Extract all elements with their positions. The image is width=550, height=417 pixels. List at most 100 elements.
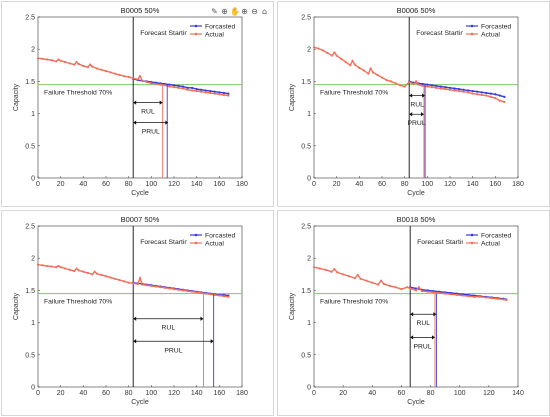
data-point <box>414 80 418 83</box>
data-point <box>365 279 368 282</box>
zoom-in-icon[interactable]: ⊕ <box>241 7 248 16</box>
rul-arrow <box>410 312 437 317</box>
rul-arrow-head-right <box>433 312 437 317</box>
y-tick-label: 1.5 <box>25 288 35 295</box>
data-point <box>68 268 71 271</box>
data-point <box>55 266 58 269</box>
data-point <box>457 88 461 91</box>
data-point <box>191 86 194 89</box>
y-tick-label: 1 <box>307 320 311 327</box>
failure-threshold-label: Failure Threshold 70% <box>44 90 112 97</box>
data-point <box>379 279 383 282</box>
data-point <box>218 93 221 96</box>
data-point <box>467 91 470 94</box>
data-point <box>227 92 230 95</box>
data-point <box>485 91 488 95</box>
x-tick-label: 60 <box>102 181 110 188</box>
rul-arrow-head-left <box>133 100 137 105</box>
x-tick-label: 60 <box>398 390 406 397</box>
data-point <box>471 92 474 95</box>
data-point <box>371 71 375 74</box>
data-point <box>426 85 429 88</box>
forecast-start-label: Forecast Starting Point <box>140 239 209 246</box>
data-point <box>502 298 505 301</box>
y-tick-label: 1 <box>31 111 35 118</box>
data-point <box>145 284 148 287</box>
prul-arrow-head-right <box>165 120 169 125</box>
data-point <box>222 91 225 95</box>
data-point <box>438 291 441 295</box>
data-point <box>439 87 443 90</box>
data-point <box>209 293 212 296</box>
data-point <box>399 84 402 87</box>
x-tick-label: 20 <box>339 390 347 397</box>
legend-swatch-marker <box>470 24 474 28</box>
data-point <box>200 88 203 91</box>
chart-title: B0007 50% <box>121 215 160 224</box>
x-tick-label: 100 <box>454 390 466 397</box>
x-tick-label: 140 <box>467 181 479 188</box>
data-point <box>195 88 198 91</box>
data-point <box>50 59 53 62</box>
data-point <box>89 63 92 66</box>
x-axis-label: Cycle <box>407 399 425 406</box>
data-point <box>362 69 365 72</box>
data-point <box>408 80 411 84</box>
rul-arrow <box>409 93 426 98</box>
failure-threshold-label: Failure Threshold 70% <box>320 299 388 306</box>
data-point <box>36 57 40 60</box>
data-point <box>100 68 103 71</box>
legend-entry: Actual <box>205 31 224 38</box>
data-point <box>400 288 403 291</box>
data-point <box>75 60 78 64</box>
data-point <box>195 89 198 93</box>
data-point <box>480 91 483 94</box>
data-point <box>132 77 135 80</box>
data-point <box>154 82 157 86</box>
data-point <box>462 88 465 91</box>
home-icon[interactable]: ⌂ <box>261 7 268 16</box>
data-point <box>347 275 351 278</box>
data-tip-icon[interactable]: ⊕ <box>221 7 228 16</box>
legend-entry: Forcasted <box>205 23 235 30</box>
zoom-out-icon[interactable]: ⊖ <box>251 7 258 16</box>
x-tick-label: 100 <box>421 181 433 188</box>
data-point <box>59 59 62 62</box>
data-point <box>195 291 198 294</box>
data-point <box>489 95 492 98</box>
x-tick-label: 0 <box>36 181 40 188</box>
x-tick-label: 180 <box>236 390 248 397</box>
data-point <box>50 265 53 268</box>
prul-label: PRUL <box>164 347 182 354</box>
rul-arrow-head-left <box>410 312 414 317</box>
data-point <box>159 83 162 86</box>
data-point <box>485 94 488 97</box>
data-point <box>204 292 207 295</box>
data-point <box>333 268 336 271</box>
x-tick-label: 0 <box>312 181 316 188</box>
data-point <box>439 85 443 88</box>
x-tick-label: 120 <box>483 390 495 397</box>
x-tick-label: 80 <box>125 390 133 397</box>
data-point <box>321 49 325 52</box>
legend-entry: Forcasted <box>481 232 511 239</box>
data-point <box>489 92 492 95</box>
data-point <box>385 79 388 82</box>
data-point <box>100 273 103 277</box>
data-point <box>435 84 438 88</box>
data-point <box>82 270 85 273</box>
data-point <box>191 290 194 293</box>
data-point <box>503 95 506 98</box>
plot-area <box>313 225 519 388</box>
data-point <box>200 90 203 93</box>
pan-icon[interactable]: ✋ <box>230 7 240 16</box>
data-point <box>36 263 40 266</box>
data-point <box>382 282 386 286</box>
x-tick-label: 40 <box>79 390 87 397</box>
data-point <box>68 62 71 65</box>
chart-title: B0006 50% <box>397 6 436 15</box>
data-point <box>353 277 356 280</box>
data-point <box>324 268 327 271</box>
y-tick-label: 2.5 <box>25 15 35 22</box>
brush-icon[interactable]: ✎ <box>211 7 218 16</box>
